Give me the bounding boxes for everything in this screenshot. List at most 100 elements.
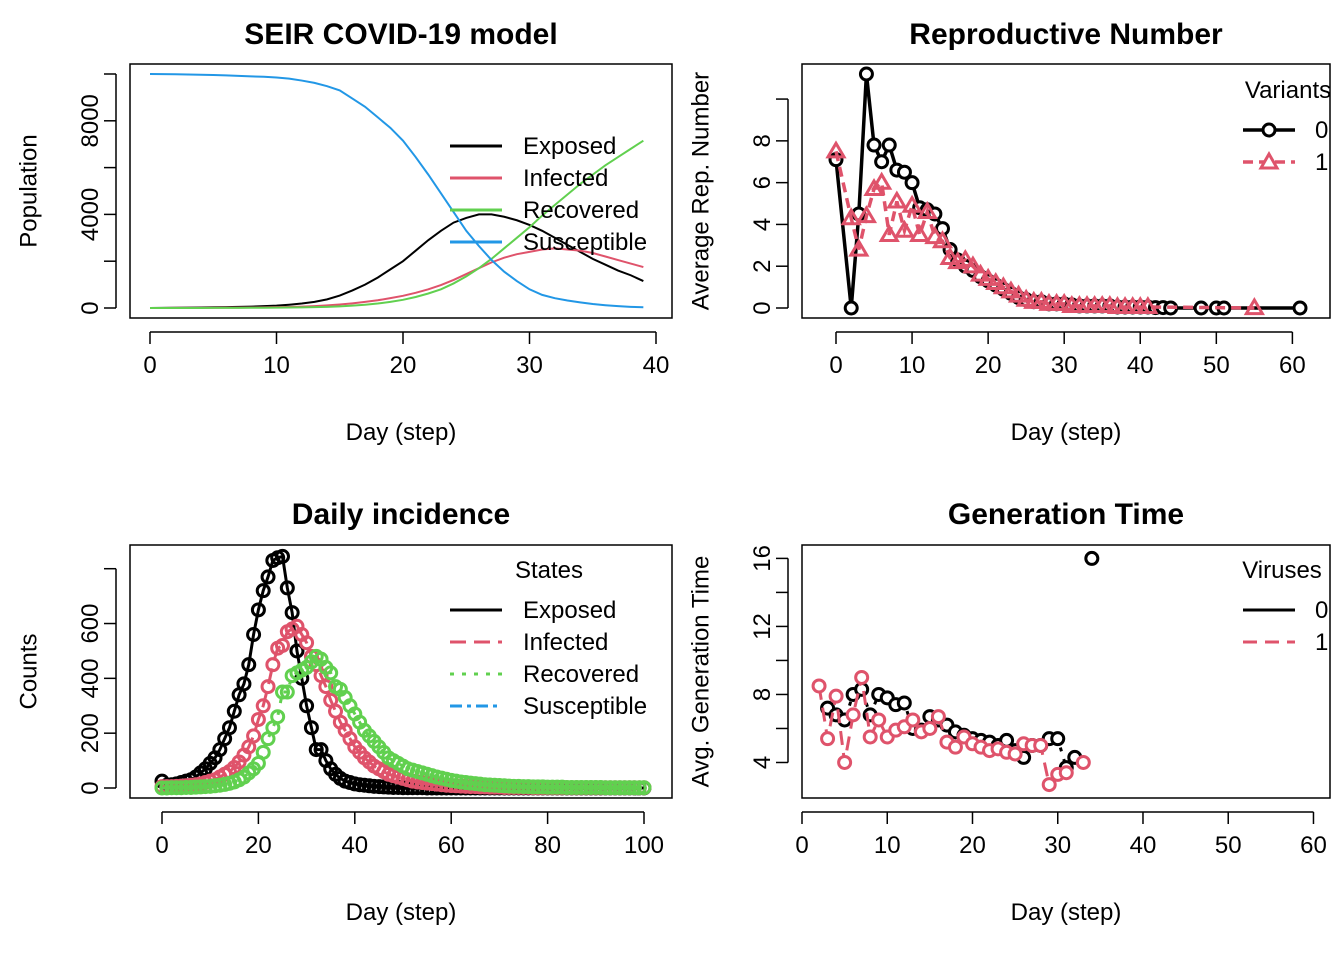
x-tick-label: 30 (1051, 352, 1078, 379)
data-point-recovered (622, 780, 638, 796)
data-point-virus-0 (1050, 731, 1066, 747)
data-point-variant-0 (874, 154, 890, 170)
data-point-recovered (626, 780, 642, 796)
x-tick-label: 0 (829, 352, 842, 379)
x-tick-label: 20 (959, 832, 986, 859)
data-point-exposed (221, 720, 237, 736)
legend-label: Exposed (523, 597, 616, 624)
legend-title: States (515, 557, 583, 584)
x-tick-label: 30 (1044, 832, 1071, 859)
data-point-infected (250, 711, 266, 727)
data-point-recovered (597, 780, 613, 796)
chart-title: SEIR COVID-19 model (244, 18, 557, 51)
y-tick-label: 4000 (77, 188, 104, 241)
data-point-variant-0 (1292, 300, 1308, 316)
x-tick-label: 10 (874, 832, 901, 859)
data-point-exposed (279, 580, 295, 596)
plot-frame (801, 544, 1331, 799)
x-tick-label: 50 (1203, 352, 1230, 379)
x-tick-label: 0 (155, 832, 168, 859)
data-point-exposed (226, 703, 242, 719)
y-tick-label: 600 (77, 604, 104, 644)
daily-incidence-chart: Daily incidence Day (step) Counts 0 20 40 60 80… (15, 498, 673, 926)
y-tick-label: 200 (77, 713, 104, 753)
data-point-variant-1 (916, 200, 938, 219)
data-point-variant-0 (843, 300, 859, 316)
data-point-variant-1 (901, 194, 923, 213)
data-point-variant-1 (840, 207, 862, 226)
legend-label: Infected (523, 165, 608, 192)
data-point-virus-1 (1033, 737, 1049, 753)
data-point-recovered (525, 779, 541, 795)
data-point-recovered (168, 780, 184, 796)
data-point-infected (299, 635, 315, 651)
data-point-virus-1 (862, 729, 878, 745)
data-point-variant-0 (904, 175, 920, 191)
marks-group (154, 548, 652, 796)
x-axis-label: Day (step) (1011, 419, 1122, 446)
data-point-recovered (636, 780, 652, 796)
y-axis-label: Population (15, 134, 42, 247)
series-line-recovered (150, 139, 644, 309)
series-line-infected (149, 247, 644, 309)
x-axis-label: Day (step) (346, 419, 457, 446)
data-point-variant-0 (858, 66, 874, 82)
data-point-recovered (323, 665, 339, 681)
data-point-variant-1 (878, 223, 900, 242)
data-point-recovered (607, 780, 623, 796)
legend-label: Recovered (523, 661, 639, 688)
data-point-virus-1 (1041, 777, 1057, 793)
data-point-exposed (308, 742, 324, 758)
legend-label: Susceptible (523, 229, 647, 256)
data-point-exposed (289, 643, 305, 659)
data-point-virus-1 (930, 709, 946, 725)
data-point-variant-1 (855, 205, 878, 224)
data-point-recovered (602, 780, 618, 796)
series-line-susceptible (149, 73, 644, 309)
data-point-variant-1 (939, 246, 961, 265)
data-point-virus-1 (1058, 765, 1074, 781)
data-point-recovered (631, 780, 647, 796)
x-tick-label: 40 (341, 832, 368, 859)
data-point-variant-0 (896, 164, 912, 180)
data-point-recovered (549, 779, 565, 795)
data-point-recovered (540, 779, 556, 795)
legend-key-marker-0 (1261, 122, 1277, 138)
data-point-recovered (164, 780, 180, 796)
data-point-recovered (154, 780, 170, 796)
data-point-recovered (178, 779, 194, 795)
legend-label: Recovered (523, 197, 639, 224)
data-point-recovered (516, 779, 531, 795)
x-axis-label: Day (step) (1011, 899, 1122, 926)
y-axis-label: Average Rep. Number (687, 72, 714, 310)
data-point-recovered (506, 778, 522, 794)
y-tick-label: 6 (749, 176, 776, 189)
x-tick-label: 60 (438, 832, 465, 859)
x-tick-label: 50 (1215, 832, 1242, 859)
data-point-variant-1 (848, 238, 870, 257)
data-point-virus-0 (1084, 550, 1100, 566)
data-point-variant-1 (1007, 284, 1030, 303)
data-point-variant-1 (886, 190, 908, 209)
data-point-virus-1 (820, 731, 836, 747)
y-tick-label: 8 (749, 688, 776, 701)
data-point-exposed (299, 698, 315, 714)
data-point-recovered (588, 779, 604, 795)
data-point-variant-1 (893, 219, 916, 238)
legend-title: Variants (1245, 77, 1331, 104)
data-point-recovered (544, 779, 560, 795)
legend-title: Viruses (1242, 557, 1322, 584)
y-tick-label: 0 (77, 301, 104, 314)
data-point-recovered (617, 780, 633, 796)
y-axis-label: Avg. Generation Time (687, 556, 714, 788)
data-point-recovered (530, 779, 546, 795)
data-point-exposed (303, 720, 319, 736)
data-point-recovered (559, 779, 575, 795)
x-tick-label: 100 (624, 832, 664, 859)
y-tick-label: 4 (749, 218, 776, 231)
data-point-infected (255, 698, 271, 714)
data-point-recovered (270, 709, 286, 725)
legend-label: Exposed (523, 133, 616, 160)
seir-chart: SEIR COVID-19 model Day (step) Population 0… (15, 18, 673, 446)
